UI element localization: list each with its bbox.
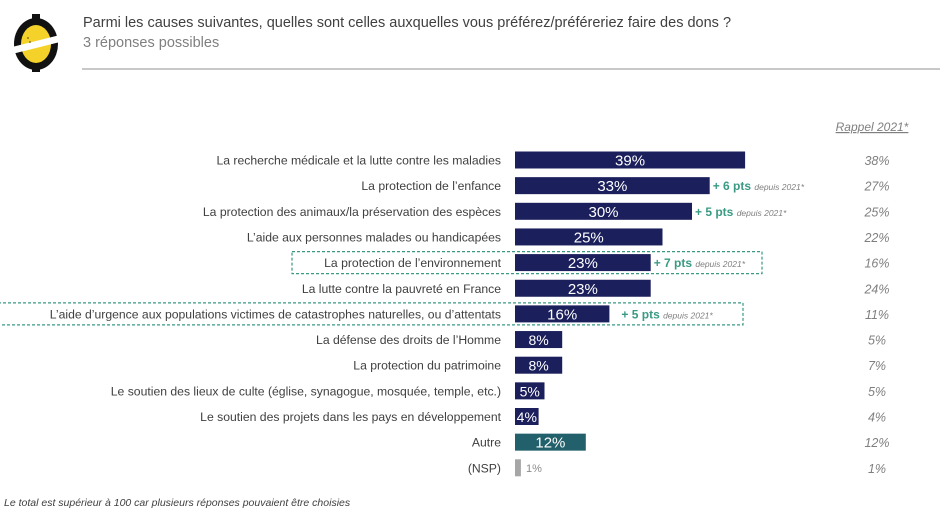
bar-row: La protection des animaux/la préservatio… [203, 202, 890, 221]
category-label: (NSP) [468, 461, 501, 475]
bar [515, 254, 651, 272]
value-label: 33% [597, 178, 627, 195]
category-label: La protection du patrimoine [353, 359, 501, 373]
recall-2021-value: 5% [868, 385, 886, 399]
bar-row: Autre 12% 12% [472, 433, 890, 452]
bar-row: La protection de l’enfance 33% + 6 pts dep… [361, 177, 890, 195]
recall-2021-value: 22% [863, 231, 889, 245]
bar [515, 177, 710, 195]
category-label: L’aide d’urgence aux populations victime… [50, 307, 501, 321]
delta-note: depuis 2021* [737, 208, 787, 218]
bar [515, 356, 563, 374]
bar [515, 228, 663, 246]
value-label: 39% [615, 153, 645, 170]
value-label: 4% [517, 409, 537, 425]
bar [515, 331, 563, 349]
bar-row: La protection du patrimoine 8% 7% [353, 356, 886, 374]
brand-logo-icon [8, 14, 64, 72]
category-label: La protection de l’enfance [361, 179, 501, 193]
bar-row: (NSP) 1% 1% [468, 459, 886, 477]
bar [515, 382, 545, 400]
bar-row: L’aide aux personnes malades ou handicap… [247, 228, 890, 246]
bar [515, 459, 521, 477]
bar-row: Le soutien des projets dans les pays en … [200, 408, 886, 425]
delta-annotation: + 5 pts depuis 2021* [621, 307, 713, 321]
recall-column-header: Rappel 2021* [836, 120, 909, 134]
bar [515, 151, 746, 169]
delta-annotation: + 7 pts depuis 2021* [654, 256, 746, 270]
delta-note: depuis 2021* [695, 259, 745, 269]
recall-2021-value: 27% [863, 180, 889, 194]
delta-value: + 5 pts [621, 307, 663, 321]
bar [515, 279, 651, 297]
recall-2021-value: 11% [865, 308, 889, 322]
bar-row: L’aide d’urgence aux populations victime… [0, 302, 889, 326]
category-label: La protection des animaux/la préservatio… [203, 205, 501, 219]
delta-note: depuis 2021* [754, 182, 804, 192]
bar-row: La lutte contre la pauvreté en France 23%… [302, 279, 890, 298]
recall-2021-value: 7% [868, 359, 886, 373]
value-label: 8% [528, 332, 548, 348]
delta-value: + 6 pts [713, 179, 755, 193]
value-label: 23% [568, 255, 598, 272]
category-label: La recherche médicale et la lutte contre… [216, 154, 501, 168]
bar [515, 305, 610, 323]
recall-2021-value: 1% [868, 462, 886, 476]
category-label: La protection de l’environnement [324, 256, 501, 270]
recall-2021-value: 38% [864, 154, 889, 168]
recall-2021-value: 4% [868, 411, 886, 425]
footnote: Le total est supérieur à 100 car plusieu… [4, 497, 351, 509]
delta-value: + 5 pts [695, 205, 737, 219]
delta-note: depuis 2021* [663, 310, 713, 320]
category-label: La défense des droits de l’Homme [316, 333, 501, 347]
value-label: 5% [520, 383, 540, 399]
bar-row: La protection de l’environnement 23% + 7 p… [291, 251, 890, 275]
chart-subtitle: 3 réponses possibles [83, 35, 220, 51]
recall-2021-value: 12% [864, 436, 889, 450]
category-label: Le soutien des projets dans les pays en … [200, 410, 501, 424]
category-label: Autre [472, 436, 501, 450]
value-label: 12% [535, 435, 565, 452]
category-label: Le soutien des lieux de culte (église, s… [111, 384, 501, 398]
delta-value: + 7 pts [654, 256, 696, 270]
category-label: L’aide aux personnes malades ou handicap… [247, 230, 501, 244]
recall-2021-value: 16% [864, 257, 889, 271]
title-divider [82, 68, 940, 70]
bar-row: La défense des droits de l’Homme 8% 5% [316, 331, 886, 349]
recall-2021-value: 5% [868, 334, 886, 348]
highlight-box [0, 302, 744, 326]
value-label: 1% [526, 463, 542, 475]
bar [515, 433, 586, 451]
delta-annotation: + 5 pts depuis 2021* [695, 205, 787, 219]
bar-row: Le soutien des lieux de culte (église, s… [111, 382, 886, 400]
highlight-box [291, 251, 763, 275]
value-label: 30% [588, 204, 618, 221]
category-label: La lutte contre la pauvreté en France [302, 282, 501, 296]
delta-annotation: + 6 pts depuis 2021* [713, 179, 805, 193]
chart-title: Parmi les causes suivantes, quelles sont… [83, 15, 732, 31]
bar [515, 202, 692, 220]
recall-2021-value: 25% [863, 205, 889, 219]
value-label: 23% [568, 281, 598, 298]
bar [515, 408, 539, 425]
bar-row: La recherche médicale et la lutte contre… [216, 151, 890, 170]
value-label: 25% [574, 229, 604, 246]
recall-2021-value: 24% [863, 282, 889, 296]
value-label: 8% [528, 358, 548, 374]
value-label: 16% [547, 306, 577, 323]
